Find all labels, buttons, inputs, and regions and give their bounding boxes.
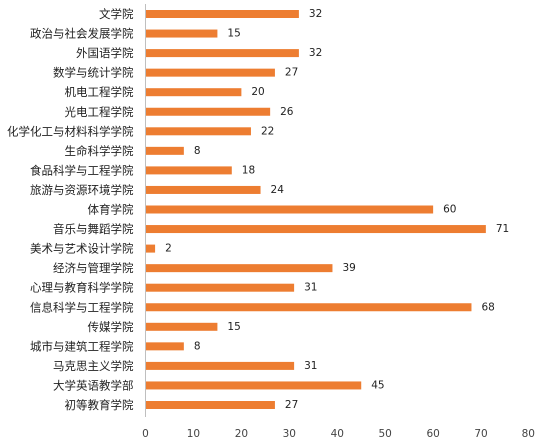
- bar: [146, 127, 251, 136]
- data-label: 31: [304, 282, 317, 294]
- category-label: 美术与艺术设计学院: [30, 242, 134, 256]
- bar: [146, 205, 434, 214]
- bar: [146, 185, 261, 194]
- x-tick-label: 10: [187, 428, 200, 440]
- data-label: 24: [271, 184, 285, 196]
- data-label: 8: [194, 145, 201, 157]
- bar: [146, 88, 242, 97]
- x-axis-ticks: 0 10 20 30 40 50 60 70 80: [142, 428, 535, 440]
- category-label: 心理与教育科学学院: [30, 281, 134, 295]
- category-label: 城市与建筑工程学院: [30, 339, 134, 353]
- category-label: 大学英语教学部: [53, 378, 134, 392]
- category-label: 音乐与舞蹈学院: [53, 222, 134, 236]
- category-label: 马克思主义学院: [53, 359, 134, 373]
- category-label: 文学院: [99, 7, 134, 21]
- category-label: 体育学院: [88, 203, 134, 217]
- category-label: 政治与社会发展学院: [30, 27, 134, 41]
- data-label: 20: [251, 86, 264, 98]
- bar: [146, 244, 156, 253]
- category-label: 数学与统计学院: [53, 66, 134, 80]
- x-tick-label: 70: [474, 428, 487, 440]
- bar: [146, 10, 299, 18]
- bar: [146, 166, 232, 175]
- bar: [146, 303, 472, 312]
- bar: [146, 401, 275, 409]
- value-labels: 32 15 32 27 20 26 22 8 18 24 60 71 2 39 31 68 15 8 31 45 27: [165, 8, 509, 411]
- data-label: 2: [165, 243, 172, 255]
- x-tick-label: 80: [522, 428, 535, 440]
- data-label: 27: [285, 399, 298, 411]
- x-tick-label: 30: [283, 428, 296, 440]
- category-label: 食品科学与工程学院: [30, 163, 134, 177]
- data-label: 18: [242, 164, 255, 176]
- data-label: 60: [443, 204, 456, 216]
- data-label: 15: [227, 321, 240, 333]
- data-label: 22: [261, 125, 274, 137]
- bar: [146, 381, 362, 390]
- bar: [146, 322, 218, 331]
- category-label: 机电工程学院: [65, 85, 134, 99]
- data-label: 26: [280, 106, 294, 118]
- category-label: 化学化工与材料科学学院: [7, 124, 134, 138]
- x-tick-label: 60: [426, 428, 439, 440]
- bar: [146, 29, 218, 38]
- data-label: 27: [285, 67, 298, 79]
- data-label: 32: [309, 47, 322, 59]
- category-label: 外国语学院: [76, 46, 134, 60]
- data-label: 31: [304, 360, 317, 372]
- bar: [146, 49, 299, 58]
- category-label: 生命科学学院: [65, 144, 134, 158]
- bar: [146, 361, 295, 370]
- category-label: 旅游与资源环境学院: [30, 183, 134, 197]
- bar: [146, 68, 275, 77]
- x-tick-label: 40: [331, 428, 344, 440]
- category-labels: 文学院政治与社会发展学院外国语学院数学与统计学院机电工程学院光电工程学院化学化工…: [7, 7, 134, 412]
- bar: [146, 283, 295, 292]
- bar: [146, 264, 333, 273]
- category-label: 信息科学与工程学院: [30, 300, 134, 314]
- bar: [146, 225, 486, 234]
- bars-layer: [146, 10, 486, 409]
- category-label: 初等教育学院: [65, 398, 134, 412]
- data-label: 39: [342, 262, 355, 274]
- data-label: 32: [309, 8, 322, 20]
- data-label: 45: [371, 379, 384, 391]
- data-label: 71: [496, 223, 509, 235]
- x-tick-label: 0: [142, 428, 149, 440]
- x-tick-label: 20: [235, 428, 248, 440]
- data-label: 8: [194, 340, 201, 352]
- data-label: 15: [227, 28, 240, 40]
- bar: [146, 342, 184, 351]
- category-label: 传媒学院: [88, 320, 134, 334]
- category-label: 经济与管理学院: [53, 261, 134, 275]
- data-label: 68: [481, 301, 494, 313]
- bar: [146, 107, 271, 116]
- x-tick-label: 50: [379, 428, 392, 440]
- bar: [146, 146, 184, 155]
- category-label: 光电工程学院: [65, 105, 134, 119]
